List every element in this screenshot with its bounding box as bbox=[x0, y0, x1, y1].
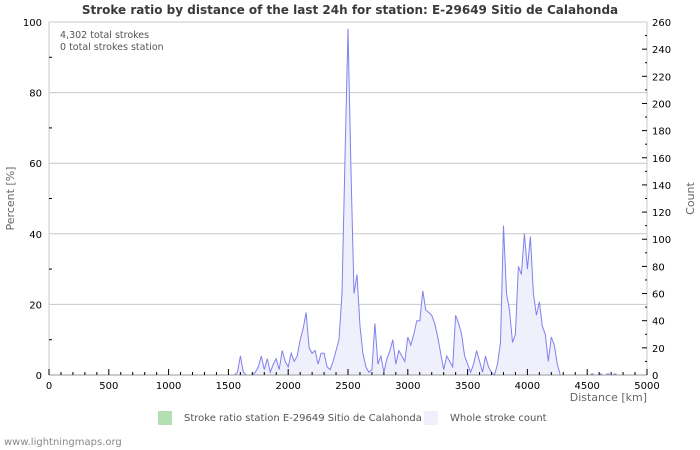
x-tick-label: 3500 bbox=[455, 381, 480, 392]
x-tick-label: 0 bbox=[46, 381, 52, 392]
legend-item-stroke-ratio: Stroke ratio station E-29649 Sitio de Ca… bbox=[158, 411, 422, 425]
info-annotation: 0 total strokes station bbox=[60, 42, 164, 53]
legend-label-ratio: Stroke ratio station E-29649 Sitio de Ca… bbox=[184, 413, 422, 424]
y-right-tick-label: 140 bbox=[652, 181, 671, 192]
x-tick-label: 2000 bbox=[275, 381, 300, 392]
y-right-tick-label: 160 bbox=[652, 154, 671, 165]
whole-stroke-count-area bbox=[234, 28, 567, 376]
x-tick-label: 2500 bbox=[335, 381, 360, 392]
legend-swatch-green bbox=[158, 411, 172, 425]
y-right-tick-label: 40 bbox=[652, 317, 665, 328]
y-right-tick-label: 180 bbox=[652, 127, 671, 138]
y-right-tick-label: 120 bbox=[652, 208, 671, 219]
x-tick-label: 4000 bbox=[515, 381, 540, 392]
y-left-tick-label: 80 bbox=[29, 89, 42, 100]
info-annotation: 4,302 total strokes bbox=[60, 30, 149, 41]
y-left-axis-title: Percent [%] bbox=[4, 167, 17, 231]
y-left-tick-label: 100 bbox=[23, 18, 42, 29]
legend-swatch-lavender bbox=[424, 411, 438, 425]
y-left-tick-label: 40 bbox=[29, 230, 42, 241]
chart-title: Stroke ratio by distance of the last 24h… bbox=[81, 3, 619, 17]
y-right-tick-label: 20 bbox=[652, 344, 665, 355]
legend-label-count: Whole stroke count bbox=[450, 413, 547, 424]
x-tick-label: 1000 bbox=[156, 381, 181, 392]
y-right-tick-label: 100 bbox=[652, 235, 671, 246]
y-right-tick-label: 0 bbox=[652, 371, 658, 382]
y-right-tick-label: 200 bbox=[652, 99, 671, 110]
footer-credit: www.lightningmaps.org bbox=[4, 437, 122, 448]
y-right-axis-title: Count bbox=[684, 181, 697, 214]
y-right-tick-label: 260 bbox=[652, 18, 671, 29]
x-tick-label: 4500 bbox=[574, 381, 599, 392]
x-tick-label: 5000 bbox=[634, 381, 659, 392]
y-right-tick-label: 80 bbox=[652, 262, 665, 273]
y-left-tick-label: 0 bbox=[36, 371, 42, 382]
legend-item-whole-count: Whole stroke count bbox=[424, 411, 547, 425]
y-right-tick-label: 60 bbox=[652, 290, 665, 301]
y-left-tick-label: 60 bbox=[29, 159, 42, 170]
x-axis-title: Distance [km] bbox=[570, 391, 647, 404]
whole-stroke-count-line bbox=[234, 28, 567, 376]
y-right-tick-label: 220 bbox=[652, 72, 671, 83]
y-left-tick-label: 20 bbox=[29, 300, 42, 311]
x-tick-label: 500 bbox=[99, 381, 118, 392]
x-tick-label: 1500 bbox=[216, 381, 241, 392]
y-right-tick-label: 240 bbox=[652, 45, 671, 56]
x-tick-label: 3000 bbox=[395, 381, 420, 392]
